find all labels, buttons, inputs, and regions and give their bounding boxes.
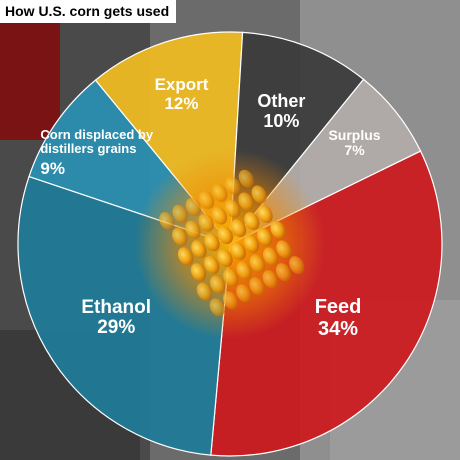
corn-cob-image — [135, 149, 325, 339]
chart-title: How U.S. corn gets used — [0, 0, 177, 23]
corn-kernels — [159, 169, 305, 317]
corn-glow — [135, 149, 325, 339]
